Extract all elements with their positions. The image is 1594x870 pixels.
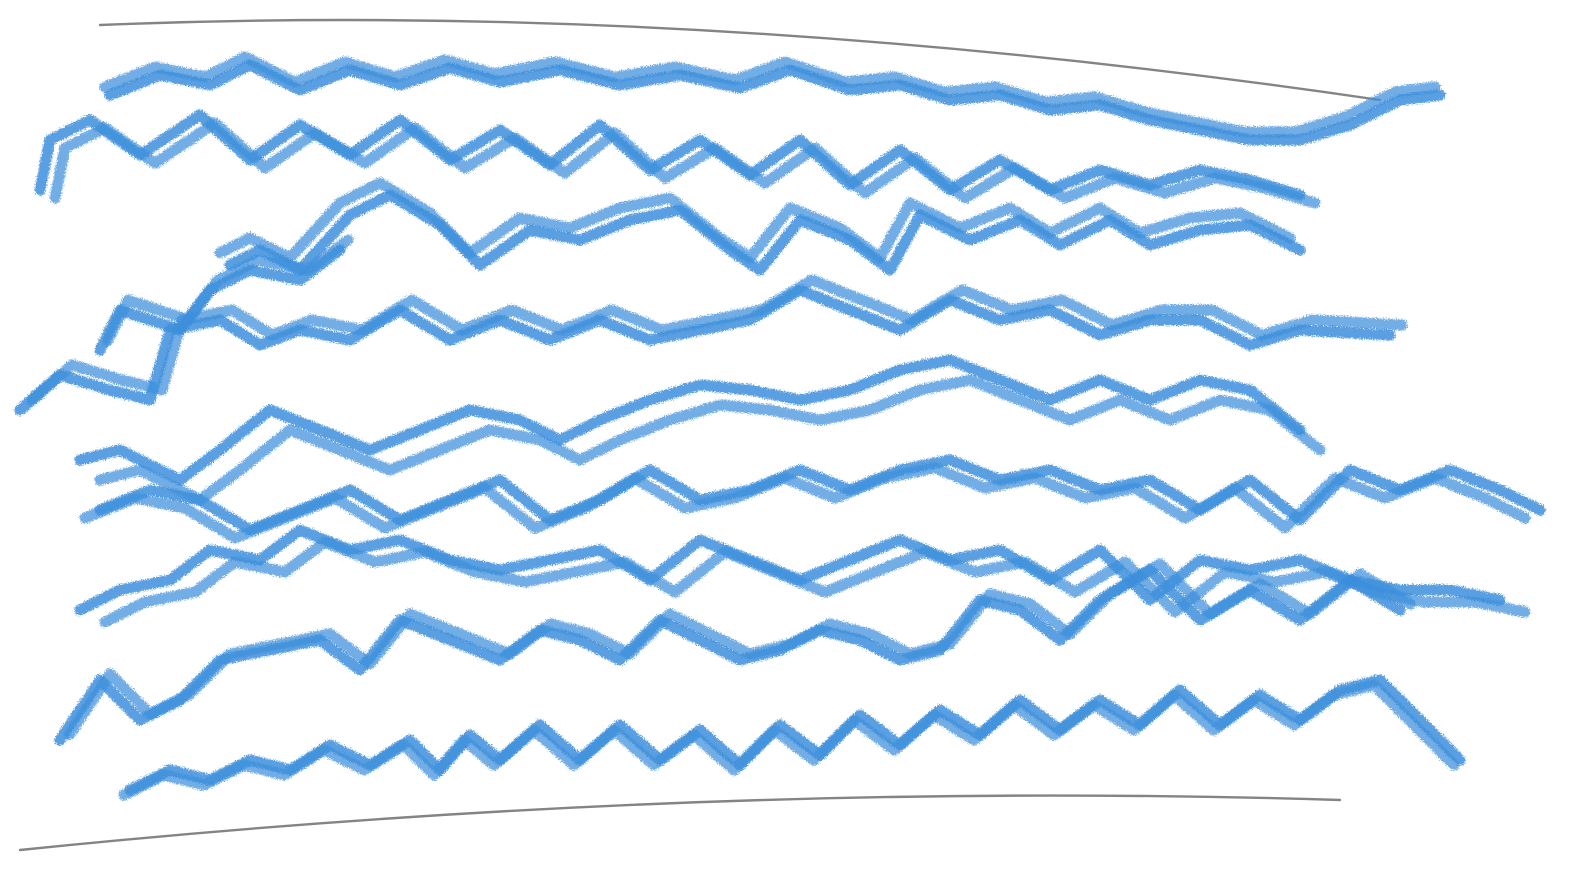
border-line-bottom	[18, 794, 1342, 852]
blue-wave	[74, 354, 1306, 486]
border-line-top	[98, 18, 1382, 102]
blue-wave	[14, 284, 1396, 416]
blue-wave	[104, 59, 1446, 146]
